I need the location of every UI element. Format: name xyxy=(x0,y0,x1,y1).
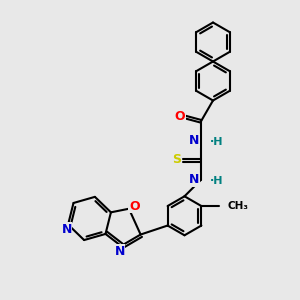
Text: N: N xyxy=(61,223,72,236)
Text: ·H: ·H xyxy=(209,137,223,147)
Text: N: N xyxy=(189,173,200,186)
Text: O: O xyxy=(129,200,140,213)
Text: N: N xyxy=(189,134,200,147)
Text: S: S xyxy=(172,153,182,166)
Text: ·H: ·H xyxy=(209,176,223,186)
Text: O: O xyxy=(174,110,185,123)
Text: CH₃: CH₃ xyxy=(228,201,249,211)
Text: N: N xyxy=(114,245,125,258)
